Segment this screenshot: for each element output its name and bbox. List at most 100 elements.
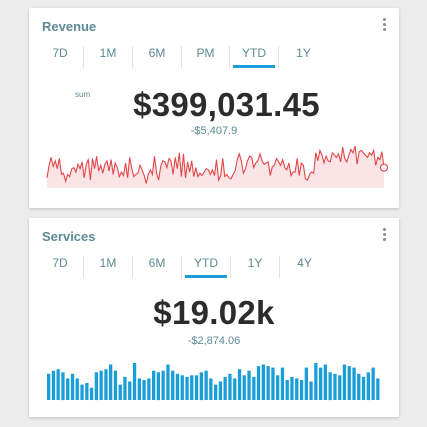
services-tab-7d[interactable]: 7D	[37, 256, 84, 278]
services-bar	[137, 378, 141, 400]
services-bar	[175, 373, 180, 400]
services-bar	[51, 370, 56, 400]
services-bar	[366, 372, 370, 401]
services-bar	[361, 376, 366, 400]
services-bar	[94, 372, 98, 401]
services-bar	[209, 378, 213, 400]
services-bar	[166, 364, 170, 400]
revenue-tab-7d[interactable]: 7D	[37, 46, 84, 68]
services-bar	[190, 375, 194, 400]
revenue-series-line	[46, 145, 385, 184]
services-tab-1y[interactable]: 1Y	[231, 256, 280, 278]
services-tab-1m[interactable]: 1M	[84, 256, 133, 278]
services-bar	[104, 369, 108, 400]
services-bar	[113, 370, 118, 400]
services-tab-ytd[interactable]: YTD	[182, 256, 231, 278]
services-bar	[156, 372, 160, 401]
services-title: Services	[42, 229, 96, 244]
revenue-sum-label: sum	[75, 90, 91, 99]
services-bar	[242, 375, 246, 400]
revenue-kebab-menu-icon[interactable]	[380, 18, 388, 36]
services-bar	[128, 381, 132, 400]
services-bar	[333, 373, 337, 400]
services-bar	[247, 370, 251, 400]
services-bar	[123, 376, 127, 400]
services-bar	[161, 370, 165, 400]
services-delta: -$2,874.06	[187, 335, 241, 347]
revenue-tab-1y[interactable]: 1Y	[296, 46, 311, 60]
services-bar	[56, 369, 60, 400]
services-card: Services 7D 1M 6M YTD 1Y 4Y $19.02k -$2,…	[29, 218, 399, 417]
services-tab-4y[interactable]: 4Y	[297, 256, 312, 270]
services-bar	[295, 378, 299, 400]
services-bar	[75, 378, 79, 400]
services-bar	[223, 376, 227, 400]
revenue-tab-1m[interactable]: 1M	[84, 46, 133, 68]
services-bar	[338, 375, 342, 400]
services-bar	[199, 372, 203, 401]
services-bar	[285, 380, 289, 400]
services-bar	[152, 370, 156, 400]
services-bar	[109, 364, 113, 400]
services-bar	[66, 378, 70, 400]
services-bar	[319, 367, 323, 400]
services-bar	[299, 380, 304, 400]
services-bar	[89, 387, 94, 400]
services-bar	[309, 381, 313, 400]
revenue-title: Revenue	[42, 19, 97, 34]
services-bar	[99, 370, 103, 400]
services-bar	[228, 373, 232, 400]
services-bar	[328, 372, 332, 401]
services-bar	[261, 364, 265, 400]
services-bar	[256, 366, 261, 400]
revenue-sparkline-chart	[46, 145, 389, 188]
services-bar	[233, 378, 237, 400]
services-bar	[280, 367, 285, 400]
services-bar	[357, 373, 361, 400]
services-bar	[218, 381, 223, 400]
services-bar	[85, 383, 89, 400]
services-value: $19.02k	[153, 294, 275, 331]
revenue-area-fill	[47, 146, 384, 188]
services-bar	[61, 372, 65, 401]
services-bar	[342, 364, 347, 400]
services-tab-6m[interactable]: 6M	[133, 256, 182, 278]
services-bar	[314, 363, 318, 400]
services-bar	[271, 367, 275, 400]
revenue-tab-pm[interactable]: PM	[182, 46, 230, 68]
services-bar	[304, 367, 308, 400]
services-bar	[47, 373, 51, 400]
revenue-last-point	[379, 163, 389, 172]
services-bar	[252, 376, 256, 400]
services-bar	[376, 378, 380, 400]
services-bar	[132, 363, 137, 400]
services-bar	[118, 384, 122, 400]
services-bar	[352, 367, 356, 400]
services-bar	[142, 380, 146, 400]
services-bar	[147, 378, 151, 400]
services-bar	[347, 366, 351, 400]
revenue-tab-ytd[interactable]: YTD	[230, 46, 279, 68]
services-bar	[70, 373, 75, 400]
services-bar-chart	[47, 363, 380, 401]
revenue-value: $399,031.45	[133, 86, 320, 123]
revenue-delta: -$5,407.9	[190, 125, 238, 137]
services-bar	[290, 376, 294, 400]
services-bar	[323, 364, 327, 400]
services-kebab-menu-icon[interactable]	[380, 228, 388, 246]
services-bar	[194, 375, 199, 400]
services-bar	[171, 370, 175, 400]
services-bar	[214, 384, 218, 400]
services-bar	[204, 370, 208, 400]
revenue-time-tabs: 7D 1M 6M PM YTD 1Y	[37, 46, 328, 68]
revenue-tab-6m[interactable]: 6M	[133, 46, 182, 68]
services-bar	[371, 367, 375, 400]
services-bar	[180, 375, 184, 400]
services-bar	[185, 376, 189, 400]
services-time-tabs: 7D 1M 6M YTD 1Y 4Y	[37, 256, 329, 278]
services-bar	[276, 375, 280, 400]
services-bar	[80, 384, 84, 400]
revenue-card: Revenue 7D 1M 6M PM YTD 1Y sum $399,031.…	[29, 8, 399, 208]
services-bar	[266, 366, 270, 400]
services-bar	[237, 369, 242, 400]
